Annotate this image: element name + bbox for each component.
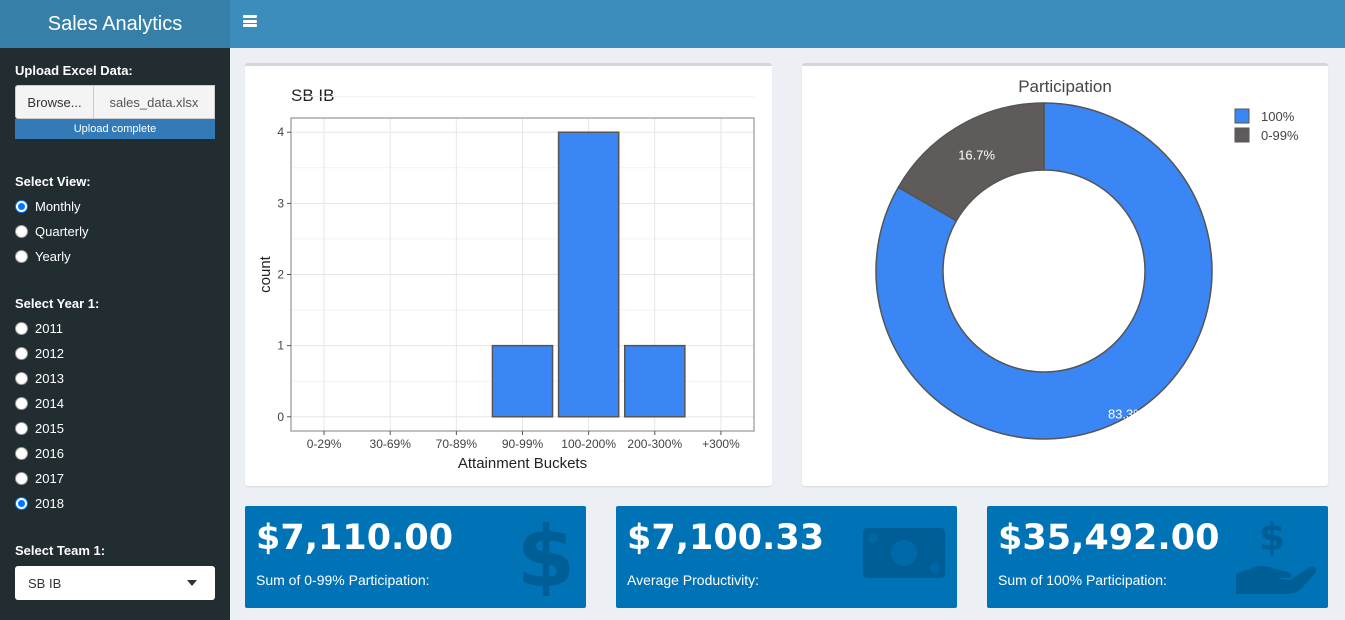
x-tick-label: +300% [702, 437, 740, 451]
view-option-label: Monthly [35, 199, 81, 214]
x-tick-label: 200-300% [627, 437, 682, 451]
y-tick-label: 1 [277, 339, 284, 353]
chart-title: SB IB [291, 86, 334, 105]
radio-button[interactable] [15, 447, 28, 460]
value-box-label: Sum of 100% Participation: [998, 572, 1167, 588]
year-option-label: 2017 [35, 471, 64, 486]
bar-chart-box: SB IB 0 1 2 3 4 0-29% 30-69% 70-89% 90-99% 100-200… [245, 63, 772, 486]
legend-swatch [1234, 108, 1250, 124]
value-box-sum-100: $35,492.00 Sum of 100% Participation: $ [987, 506, 1328, 608]
value-box-label: Average Productivity: [627, 572, 760, 588]
value-box-avg-productivity: $7,100.33 Average Productivity: [616, 506, 957, 608]
radio-button[interactable] [15, 372, 28, 385]
radio-button[interactable] [15, 497, 28, 510]
x-tick-label: 70-89% [436, 437, 478, 451]
year-option[interactable]: 2012 [15, 346, 64, 361]
view-option[interactable]: Yearly [15, 249, 71, 264]
top-header: Sales Analytics [0, 0, 1345, 48]
legend-swatch [1234, 127, 1250, 143]
view-option-label: Yearly [35, 249, 71, 264]
money-bill-icon [863, 528, 945, 578]
team-select[interactable]: SB IB [15, 566, 215, 600]
year-option-label: 2015 [35, 421, 64, 436]
x-tick-label: 0-29% [307, 437, 342, 451]
app-logo[interactable]: Sales Analytics [0, 0, 230, 48]
donut-chart: Participation 83.3% 16.7% 100% 0-99% [875, 77, 1299, 440]
x-axis-label: Attainment Buckets [458, 455, 587, 472]
browse-button[interactable]: Browse... [15, 85, 94, 119]
y-tick-label: 4 [277, 125, 284, 139]
view-option-label: Quarterly [35, 224, 89, 239]
svg-text:$: $ [517, 516, 575, 596]
year-option[interactable]: 2011 [15, 321, 63, 336]
bar [491, 344, 554, 418]
radio-button[interactable] [15, 422, 28, 435]
year-option-label: 2013 [35, 371, 64, 386]
bar [557, 131, 620, 418]
view-option[interactable]: Monthly [15, 199, 81, 214]
file-upload[interactable]: Browse... sales_data.xlsx [15, 85, 215, 119]
x-tick-label: 100-200% [561, 437, 616, 451]
sidebar-toggle-icon[interactable] [243, 14, 257, 28]
radio-button[interactable] [15, 472, 28, 485]
dollar-sign-icon: $ [517, 516, 575, 596]
radio-button[interactable] [15, 200, 28, 213]
year-option[interactable]: 2013 [15, 371, 64, 386]
radio-button[interactable] [15, 225, 28, 238]
year-option[interactable]: 2017 [15, 471, 64, 486]
year-option-label: 2016 [35, 446, 64, 461]
sidebar: Upload Excel Data: Browse... sales_data.… [0, 48, 230, 620]
donut-chart-box: Participation 83.3% 16.7% 100% 0-99% [802, 63, 1328, 486]
radio-button[interactable] [15, 347, 28, 360]
x-tick-label: 30-69% [370, 437, 412, 451]
svg-text:$: $ [1259, 516, 1285, 559]
year-option-label: 2018 [35, 496, 64, 511]
upload-label: Upload Excel Data: [15, 63, 133, 78]
radio-button[interactable] [15, 322, 28, 335]
bar-chart: SB IB 0 1 2 3 4 0-29% 30-69% 70-89% 90-99% 100-200… [257, 86, 755, 472]
file-name-field[interactable]: sales_data.xlsx [94, 85, 215, 119]
year-option-label: 2011 [35, 321, 63, 336]
upload-progress-bar: Upload complete [15, 119, 215, 139]
chart-title: Participation [1018, 77, 1112, 96]
year-option[interactable]: 2018 [15, 496, 64, 511]
view-option[interactable]: Quarterly [15, 224, 88, 239]
bar [623, 344, 686, 418]
value-box-value: $7,100.33 [627, 518, 825, 558]
y-tick-label: 3 [277, 196, 284, 210]
legend-label: 100% [1261, 109, 1295, 124]
y-tick-label: 0 [277, 410, 284, 424]
year-option-label: 2012 [35, 346, 64, 361]
year-label: Select Year 1: [15, 296, 100, 311]
value-box-label: Sum of 0-99% Participation: [256, 572, 430, 588]
year-option-label: 2014 [35, 396, 64, 411]
year-option[interactable]: 2016 [15, 446, 64, 461]
view-label: Select View: [15, 174, 91, 189]
team-label: Select Team 1: [15, 543, 106, 558]
value-box-value: $35,492.00 [998, 518, 1220, 558]
slice-label: 16.7% [958, 148, 995, 163]
donut-slice [875, 102, 1213, 440]
team-select-value: SB IB [28, 575, 62, 591]
legend-label: 0-99% [1261, 128, 1299, 143]
slice-label: 83.3% [1108, 406, 1145, 421]
year-option[interactable]: 2014 [15, 396, 64, 411]
caret-down-icon [187, 580, 197, 586]
hand-holding-dollar-icon: $ [1236, 516, 1316, 594]
y-axis-label: count [257, 255, 274, 293]
radio-button[interactable] [15, 397, 28, 410]
donut-slice [897, 102, 1045, 222]
year-option[interactable]: 2015 [15, 421, 64, 436]
x-tick-label: 90-99% [502, 437, 544, 451]
value-box-value: $7,110.00 [256, 518, 454, 558]
value-box-sum-0-99: $7,110.00 Sum of 0-99% Participation: $ [245, 506, 586, 608]
radio-button[interactable] [15, 250, 28, 263]
y-tick-label: 2 [277, 268, 284, 282]
